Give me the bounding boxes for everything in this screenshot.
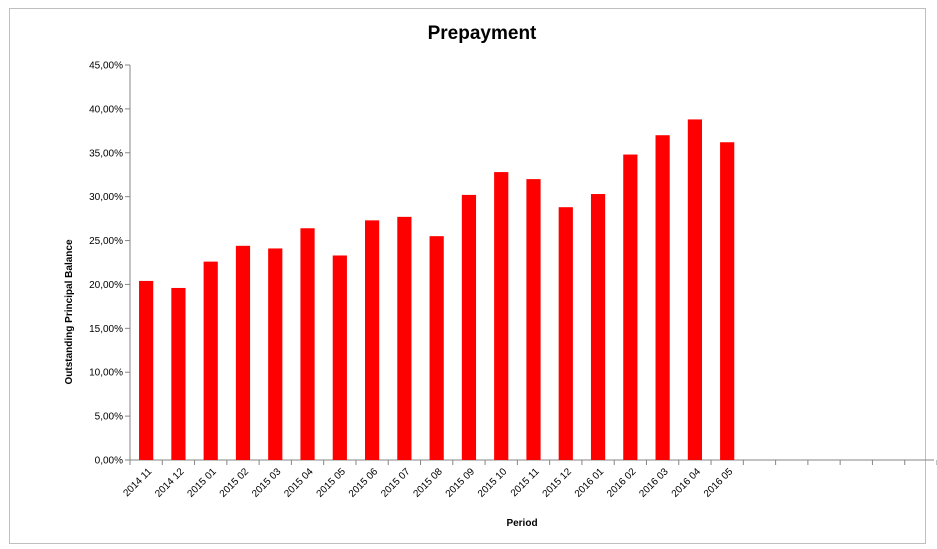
bar [590,194,606,461]
bar [429,236,444,460]
bar [655,135,670,460]
bar [300,228,315,460]
bar [494,172,509,461]
x-tick-label: 2015 07 [379,466,413,500]
y-axis-title: Outstanding Principal Balance [64,239,75,384]
y-tick-label: 30,00% [89,192,123,203]
y-tick-label: 15,00% [89,324,123,335]
bar [720,142,735,460]
y-tick-label: 40,00% [89,104,123,115]
y-tick-label: 35,00% [89,148,123,159]
bar [203,261,218,460]
bar [461,194,477,460]
bar [687,119,703,460]
bar [364,220,380,460]
x-tick-label: 2015 12 [541,466,575,500]
bar [397,216,412,460]
bar [558,207,573,460]
x-tick-label: 2016 03 [637,466,671,500]
plot-area: 0,00% 5,00% 10,00% 15,00% 20,00% 25,00% 30,00%… [89,61,937,500]
bar [526,179,541,460]
x-tick-label: 2014 12 [153,466,187,500]
y-tick-label: 25,00% [89,236,123,247]
x-tick-label: 2015 02 [218,466,252,500]
x-tick-label: 2015 06 [347,466,381,500]
x-tick-label: 2014 11 [121,466,154,499]
bar [235,245,251,460]
chart-title: Prepayment [428,23,537,44]
x-tick-label: 2016 05 [702,466,736,500]
x-tick-label: 2015 08 [411,466,445,500]
bar [623,154,638,461]
x-tick-label: 2015 09 [444,466,478,500]
x-tick-label: 2016 01 [573,466,607,500]
bar [171,287,186,460]
bar [332,255,347,460]
bar [268,248,283,460]
y-tick-label: 45,00% [89,61,123,72]
bar [139,280,154,460]
x-tick-label: 2015 01 [185,466,219,500]
x-tick-label: 2015 11 [509,466,542,499]
x-tick-label: 2016 02 [605,466,639,500]
y-tick-label: 0,00% [95,456,123,467]
x-tick-label: 2015 03 [250,466,284,500]
x-tick-label: 2015 04 [282,466,316,500]
y-tick-label: 5,00% [95,412,123,423]
x-tick-label: 2015 05 [315,466,349,500]
y-tick-label: 20,00% [89,280,123,291]
x-axis-title: Period [506,518,537,529]
x-tick-label: 2015 10 [476,466,510,500]
y-tick-label: 10,00% [89,368,123,379]
x-tick-label: 2016 04 [670,466,704,500]
